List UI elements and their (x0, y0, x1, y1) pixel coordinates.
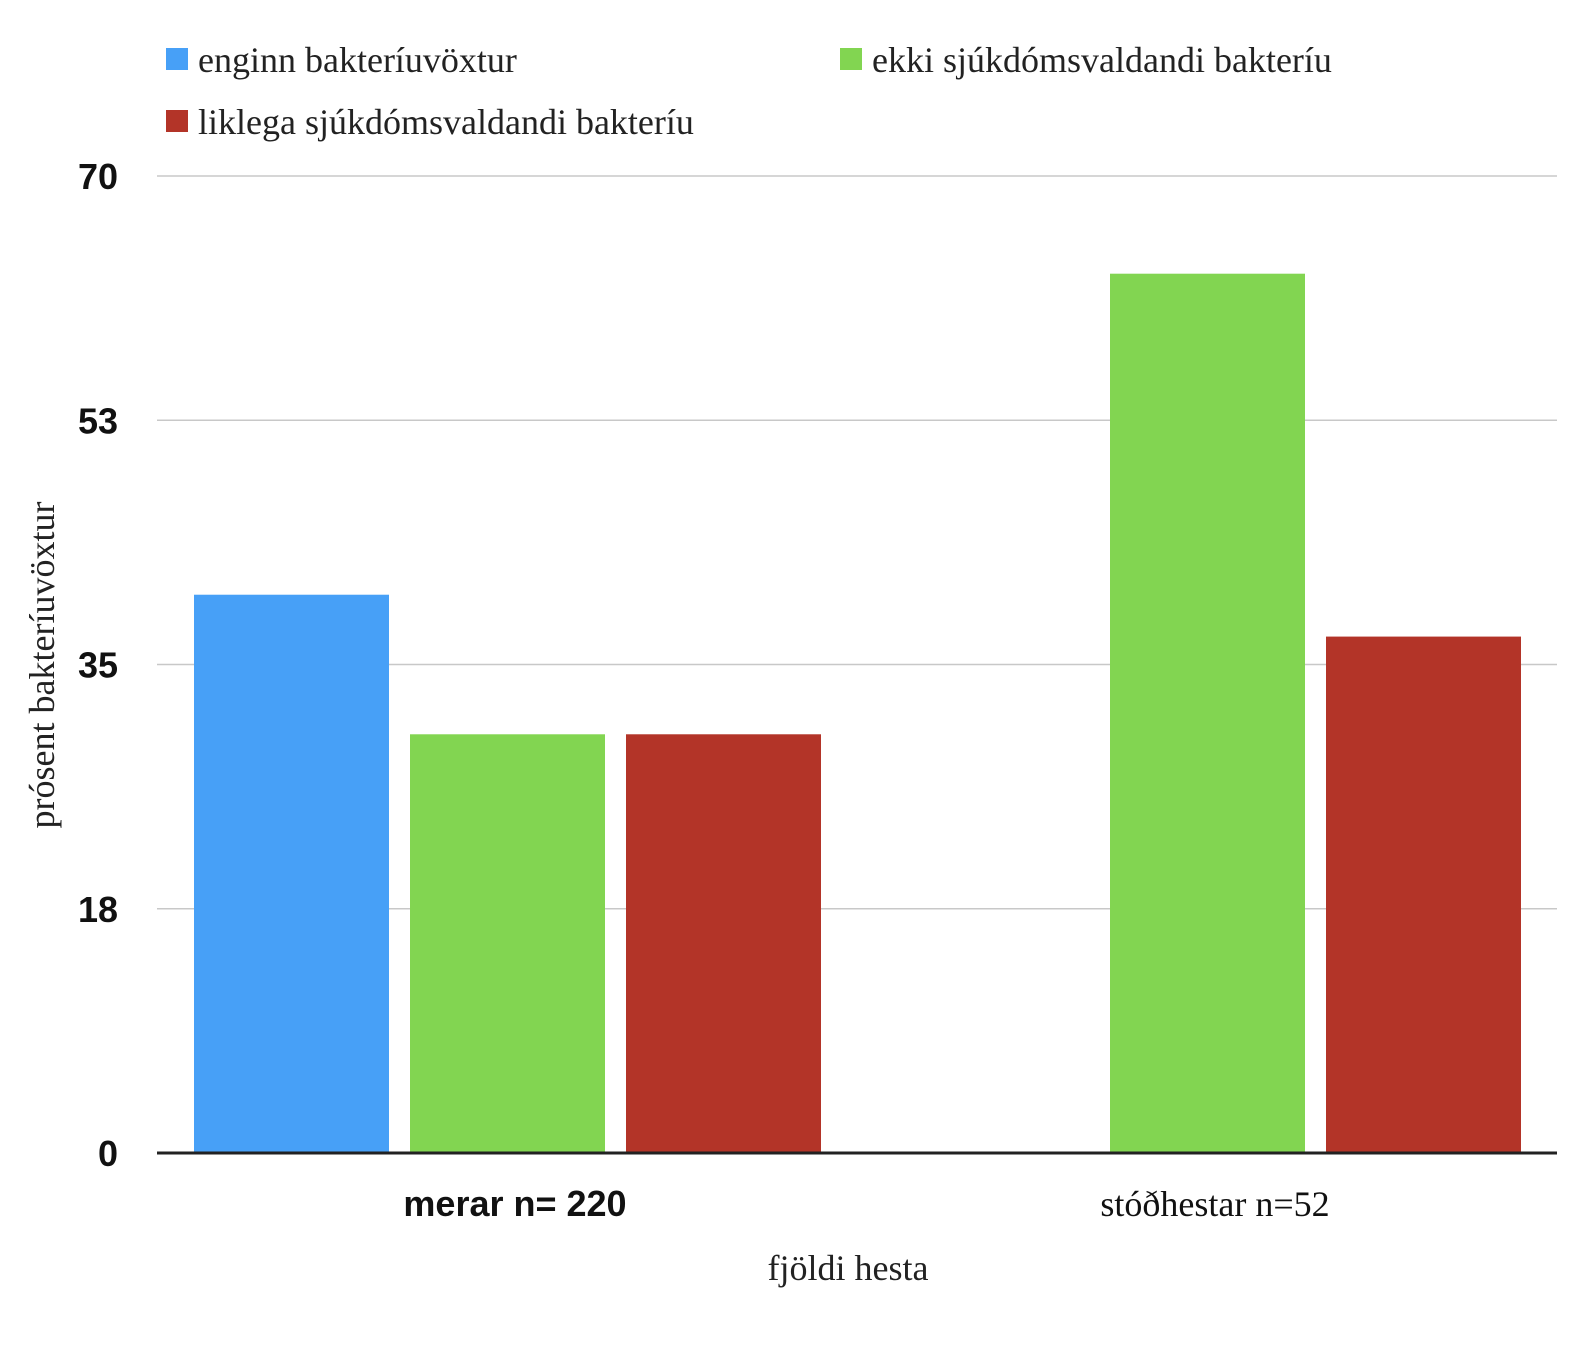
gridlines (157, 175, 1557, 910)
y-tick-label: 35 (78, 645, 118, 686)
legend-swatch (166, 110, 188, 132)
legend-label: ekki sjúkdómsvaldandi bakteríu (872, 40, 1332, 80)
legend: enginn bakteríuvöxtur ekki sjúkdómsvaldan… (166, 40, 1332, 142)
x-tick-label: merar n= 220 (403, 1183, 626, 1224)
bar-1-1 (1110, 273, 1305, 1153)
y-tick-label: 70 (78, 156, 118, 197)
legend-swatch (166, 48, 188, 70)
y-axis-ticks: 0 18 35 53 70 (78, 156, 118, 1174)
y-tick-label: 53 (78, 400, 118, 441)
y-tick-label: 0 (98, 1133, 118, 1174)
y-axis-title: prósent bakteríuvöxtur (22, 502, 62, 829)
x-axis-ticks: merar n= 220 stóðhestar n=52 (403, 1183, 1329, 1224)
bars (194, 273, 1521, 1153)
x-tick-label: stóðhestar n=52 (1100, 1184, 1329, 1224)
bar-0-2 (626, 734, 821, 1153)
y-tick-label: 18 (78, 889, 118, 930)
bar-1-2 (1326, 636, 1521, 1153)
bar-0-0 (194, 594, 389, 1153)
bar-0-1 (410, 734, 605, 1153)
legend-label: enginn bakteríuvöxtur (198, 40, 517, 80)
legend-swatch (840, 48, 862, 70)
legend-label: liklega sjúkdómsvaldandi bakteríu (198, 102, 694, 142)
x-axis-title: fjöldi hesta (768, 1248, 929, 1288)
